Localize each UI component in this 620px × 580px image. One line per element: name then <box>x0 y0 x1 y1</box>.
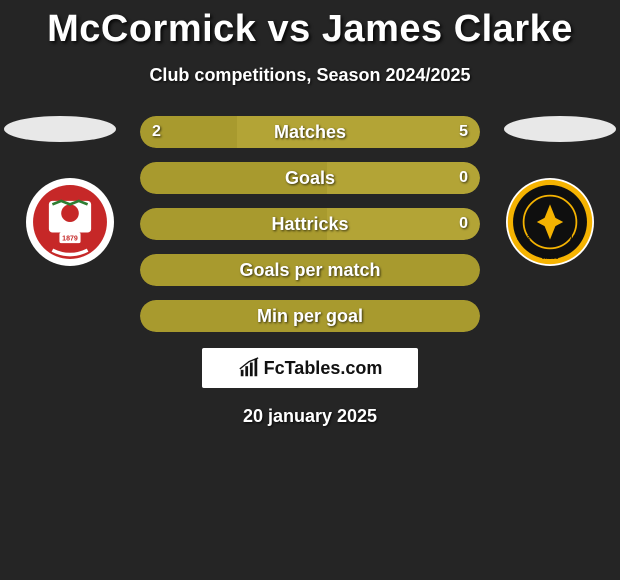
branding-badge: FcTables.com <box>202 348 418 388</box>
bar-chart-icon <box>238 357 260 379</box>
comparison-panel: 1879 NEWPORT COUNTY AFC 1912 1989 exiles… <box>0 116 620 427</box>
club-crest-left: 1879 <box>26 178 114 266</box>
newport-crest-icon: NEWPORT COUNTY AFC 1912 1989 exiles <box>506 178 594 266</box>
crest-year-left: 1879 <box>62 235 78 242</box>
club-crest-right: NEWPORT COUNTY AFC 1912 1989 exiles <box>506 178 594 266</box>
crest-label-bottom: exiles <box>541 254 559 261</box>
player-photo-placeholder-left <box>4 116 116 142</box>
player-photo-placeholder-right <box>504 116 616 142</box>
stat-value-right: 5 <box>447 116 480 148</box>
stat-value-right: 0 <box>447 208 480 240</box>
stat-label: Matches <box>140 116 480 148</box>
stat-row: Hattricks0 <box>140 208 480 240</box>
swindon-crest-icon: 1879 <box>26 178 114 266</box>
crest-year-right-b: 1989 <box>570 235 584 242</box>
branding-text: FcTables.com <box>264 358 383 379</box>
stat-row: Matches2 5 <box>140 116 480 148</box>
stat-label: Hattricks <box>140 208 480 240</box>
stat-row: Goals0 <box>140 162 480 194</box>
page-title: McCormick vs James Clarke <box>0 0 620 51</box>
stat-row: Min per goal <box>140 300 480 332</box>
stat-value-left: 2 <box>140 116 173 148</box>
subtitle: Club competitions, Season 2024/2025 <box>0 65 620 86</box>
crest-year-right-a: 1912 <box>517 235 531 242</box>
stats-bars: Matches25Goals0Hattricks0Goals per match… <box>140 116 480 332</box>
stat-row: Goals per match <box>140 254 480 286</box>
stat-label: Goals <box>140 162 480 194</box>
snapshot-date: 20 january 2025 <box>0 406 620 427</box>
stat-value-right: 0 <box>447 162 480 194</box>
stat-label: Goals per match <box>140 254 480 286</box>
stat-label: Min per goal <box>140 300 480 332</box>
